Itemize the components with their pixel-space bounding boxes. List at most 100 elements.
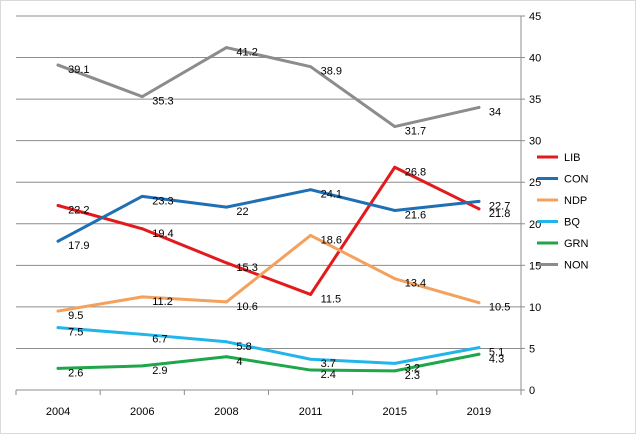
data-point (224, 300, 228, 304)
data-point (309, 188, 313, 192)
y-tick-label: 5 (529, 343, 535, 355)
data-label: 5.1 (489, 347, 504, 359)
data-point (477, 199, 481, 203)
data-label: 7.5 (68, 327, 83, 339)
data-label: 4 (236, 356, 242, 368)
data-label: 2.9 (152, 365, 167, 377)
data-point (477, 207, 481, 211)
series-line-grn (56, 352, 481, 373)
y-tick-label: 10 (529, 302, 541, 314)
y-tick-label: 45 (529, 11, 541, 23)
data-point (309, 357, 313, 361)
legend-label-lib: LIB (564, 152, 581, 164)
data-point (393, 277, 397, 281)
data-point (56, 366, 60, 370)
data-point (140, 95, 144, 99)
data-point (477, 346, 481, 350)
series-line-ndp (56, 233, 481, 313)
data-point (477, 301, 481, 305)
y-tick-label: 30 (529, 136, 541, 148)
data-label: 10.6 (236, 301, 257, 313)
data-point (140, 227, 144, 231)
data-label: 18.6 (321, 234, 342, 246)
data-point (224, 355, 228, 359)
data-label: 2.6 (68, 367, 83, 379)
data-point (393, 125, 397, 129)
data-point (140, 332, 144, 336)
data-label: 35.3 (152, 96, 173, 108)
data-label: 31.7 (405, 126, 426, 138)
data-label: 23.3 (152, 195, 173, 207)
x-tick-label: 2008 (214, 406, 238, 418)
data-label: 24.1 (321, 189, 342, 201)
y-tick-label: 35 (529, 94, 541, 106)
data-point (393, 369, 397, 373)
gridlines (16, 15, 521, 349)
data-point (56, 63, 60, 67)
data-point (393, 165, 397, 169)
data-point (140, 364, 144, 368)
data-label: 17.9 (68, 240, 89, 252)
data-point (140, 194, 144, 198)
data-label: 41.2 (236, 47, 257, 59)
series-line-con (56, 188, 481, 243)
x-tick-label: 2015 (383, 406, 407, 418)
legend-label-ndp: NDP (564, 195, 587, 207)
data-point (224, 261, 228, 265)
y-tick-label: 25 (529, 177, 541, 189)
data-point (477, 352, 481, 356)
data-label: 26.8 (405, 166, 426, 178)
series-lines (56, 46, 481, 373)
data-label: 2.4 (321, 369, 336, 381)
data-point (56, 309, 60, 313)
data-label: 4.3 (489, 353, 504, 365)
legend-label-grn: GRN (564, 238, 589, 250)
data-label: 38.9 (321, 66, 342, 78)
data-point (309, 292, 313, 296)
data-point (56, 239, 60, 243)
x-tick-label: 2006 (130, 406, 154, 418)
series-line-bq (56, 326, 481, 365)
data-label: 3.7 (321, 358, 336, 370)
data-point (477, 105, 481, 109)
data-label: 22 (236, 206, 248, 218)
data-label: 9.5 (68, 310, 83, 322)
data-label: 22.2 (68, 204, 89, 216)
legend: LIB CON NDP BQ GRN NON (537, 152, 589, 272)
data-label: 6.7 (152, 333, 167, 345)
data-point (393, 361, 397, 365)
data-label: 19.4 (152, 228, 173, 240)
data-label: 21.8 (489, 208, 510, 220)
x-tick-label: 2004 (46, 406, 70, 418)
y-tick-label: 40 (529, 53, 541, 65)
data-label: 3.2 (405, 362, 420, 374)
data-point (56, 203, 60, 207)
y-tick-label: 0 (529, 385, 535, 397)
data-point (309, 233, 313, 237)
data-label: 21.6 (405, 209, 426, 221)
legend-label-con: CON (564, 174, 589, 186)
legend-label-bq: BQ (564, 217, 580, 229)
x-tick-label: 2019 (467, 406, 491, 418)
series-line-lib (56, 165, 481, 296)
data-label: 39.1 (68, 64, 89, 76)
data-label: 13.4 (405, 278, 426, 290)
data-label: 34 (489, 106, 501, 118)
data-point (309, 368, 313, 372)
data-label: 11.2 (152, 296, 173, 308)
data-labels: 22.2 19.4 15.3 11.5 26.8 21.8 17.9 23.3 22 24.1 21… (68, 47, 510, 382)
legend-label-non: NON (564, 260, 589, 272)
series-line-non (56, 46, 481, 129)
data-point (224, 340, 228, 344)
y-tick-label: 15 (529, 260, 541, 272)
data-label: 22.7 (489, 200, 510, 212)
data-point (140, 295, 144, 299)
data-label: 11.5 (321, 293, 342, 305)
data-point (224, 205, 228, 209)
data-label: 2.3 (405, 370, 420, 382)
x-tick-label: 2011 (299, 406, 323, 418)
data-point (56, 326, 60, 330)
data-label: 10.5 (489, 302, 510, 314)
